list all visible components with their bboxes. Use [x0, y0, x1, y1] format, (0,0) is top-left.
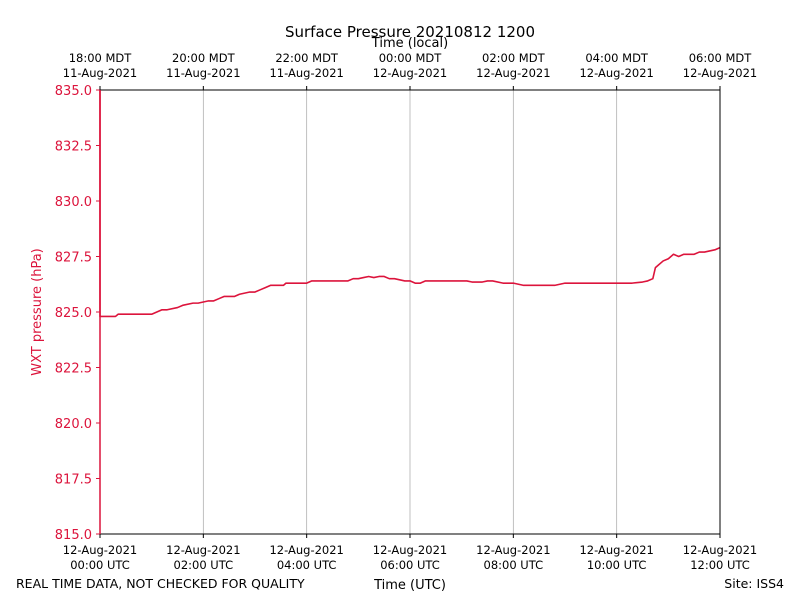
x-tick-label-utc-2: 12-Aug-2021 04:00 UTC: [269, 543, 343, 572]
y-tick-label-2: 820.0: [55, 417, 92, 432]
axes-layer: 815.0 817.5 820.0 822.5 825.0 827.5 830.0 832.5…: [55, 51, 757, 572]
x-tick-label-local-6: 06:00 MDT 12-Aug-2021: [683, 51, 757, 80]
site-label: Site: ISS4: [724, 576, 784, 591]
x-tick-label-local-0: 18:00 MDT 11-Aug-2021: [63, 51, 137, 80]
y-tick-label-3: 822.5: [55, 362, 92, 377]
y-tick-label-7: 832.5: [55, 140, 92, 155]
x-tick-label-utc-0: 12-Aug-2021 00:00 UTC: [63, 543, 137, 572]
y-tick-label-1: 817.5: [55, 473, 92, 488]
x-tick-label-local-2: 22:00 MDT 11-Aug-2021: [269, 51, 343, 80]
y-tick-label-8: 835.0: [55, 84, 92, 99]
grid-lines: [99, 90, 721, 534]
series-layer: [99, 90, 721, 318]
x-tick-label-utc-1: 12-Aug-2021 02:00 UTC: [166, 543, 240, 572]
data-quality-note: REAL TIME DATA, NOT CHECKED FOR QUALITY: [16, 576, 305, 591]
x-tick-label-utc-6: 12-Aug-2021 12:00 UTC: [683, 543, 757, 572]
series-line-0: [99, 90, 721, 318]
x-axis-label: Time (UTC): [373, 578, 446, 593]
y-tick-label-5: 827.5: [55, 251, 92, 266]
x-tick-label-local-5: 04:00 MDT 12-Aug-2021: [579, 51, 653, 80]
y-axis-label: WXT pressure (hPa): [30, 248, 45, 376]
x-tick-label-local-3: 00:00 MDT 12-Aug-2021: [373, 51, 447, 80]
x-tick-label-utc-3: 12-Aug-2021 06:00 UTC: [373, 543, 447, 572]
y-tick-label-0: 815.0: [55, 528, 92, 543]
x-tick-label-local-1: 20:00 MDT 11-Aug-2021: [166, 51, 240, 80]
chart-title: Surface Pressure 20210812 1200: [285, 23, 535, 41]
x-tick-label-utc-4: 12-Aug-2021 08:00 UTC: [476, 543, 550, 572]
y-tick-label-6: 830.0: [55, 195, 92, 210]
x-tick-label-utc-5: 12-Aug-2021 10:00 UTC: [579, 543, 653, 572]
y-tick-label-4: 825.0: [55, 306, 92, 321]
x-tick-label-local-4: 02:00 MDT 12-Aug-2021: [476, 51, 550, 80]
top-axis-label: Time (local): [371, 36, 448, 51]
